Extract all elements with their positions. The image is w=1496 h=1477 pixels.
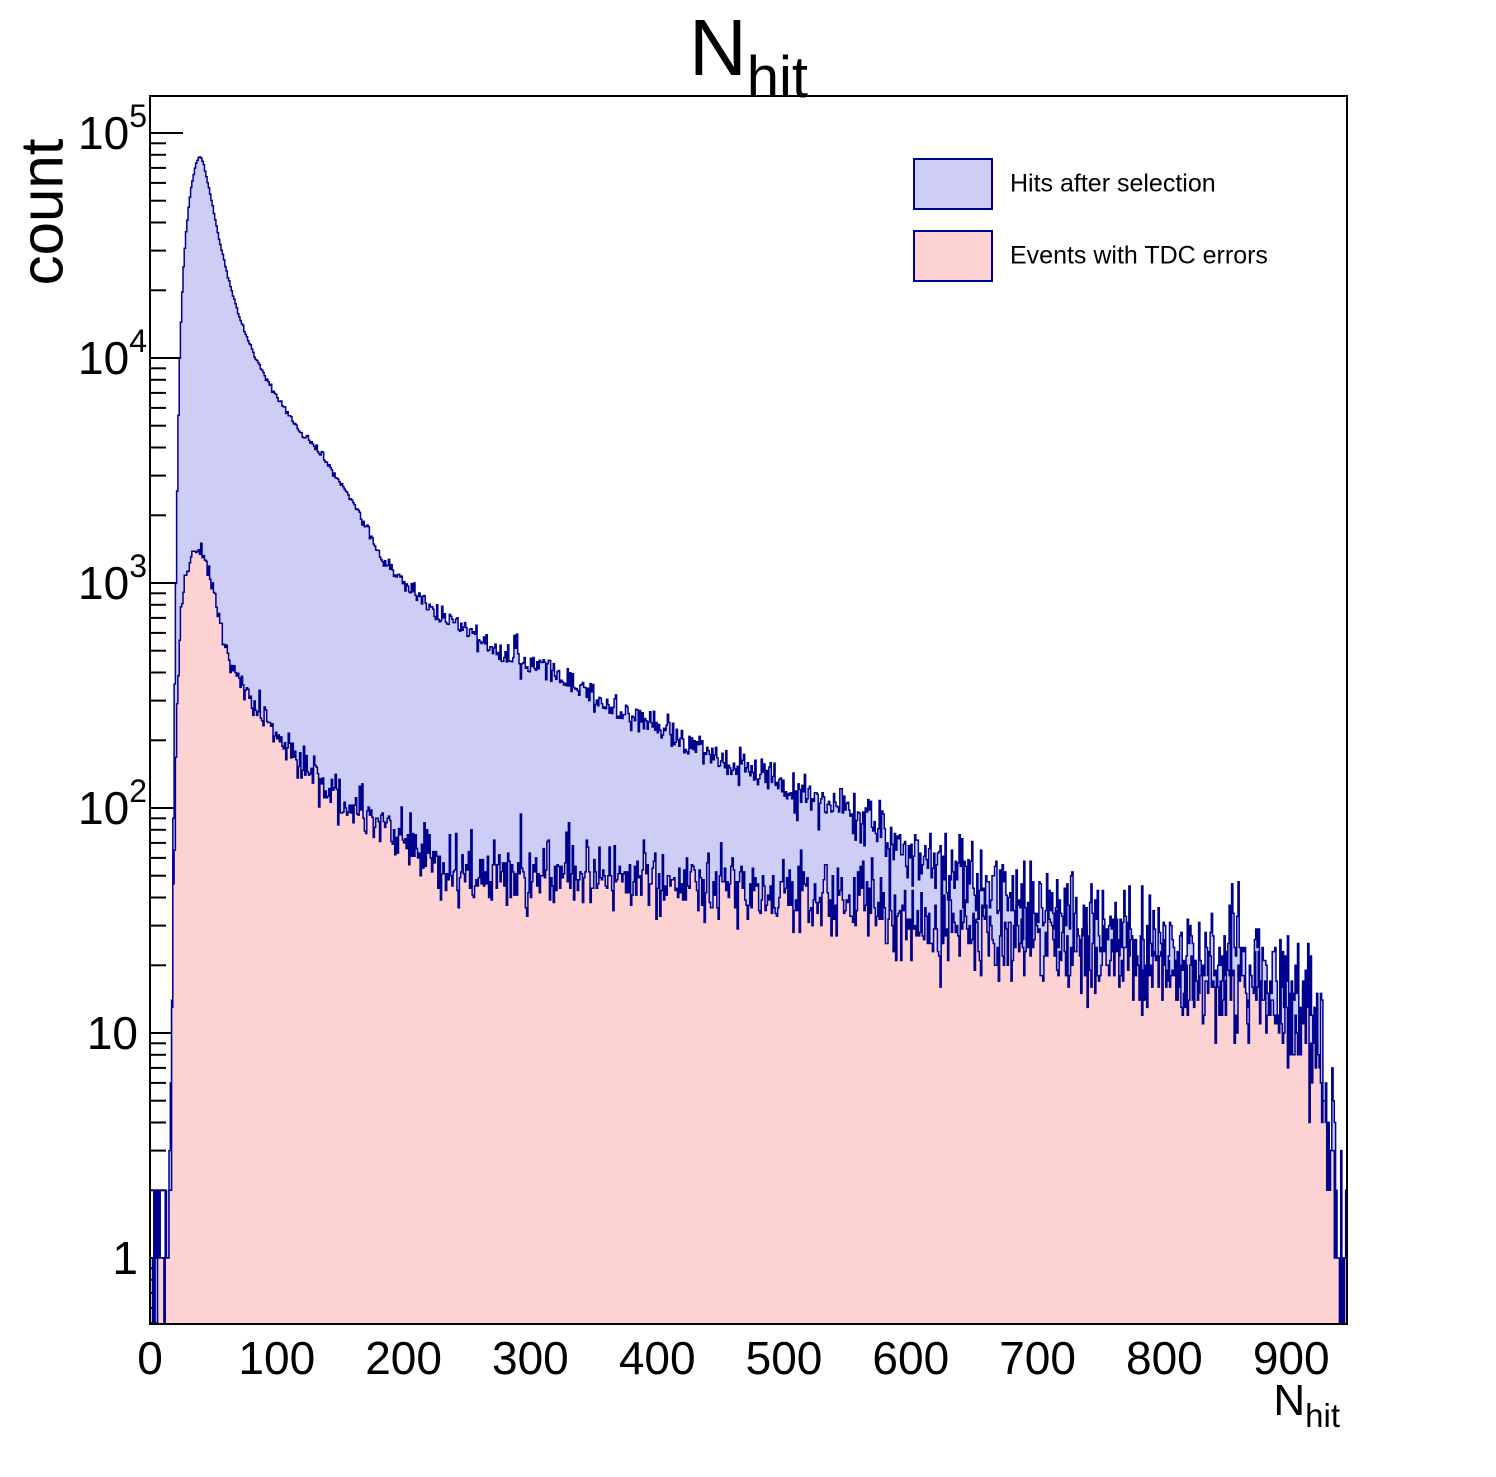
x-axis-title-main: N	[1273, 1376, 1306, 1425]
legend-label: Hits after selection	[1010, 169, 1216, 198]
x-tick-label: 300	[492, 1332, 569, 1384]
x-tick-label: 900	[1253, 1332, 1330, 1384]
plot-title-subscript: hit	[746, 45, 809, 110]
x-axis-title: Nhit	[1130, 1376, 1340, 1434]
y-tick-label: 104	[78, 323, 147, 384]
plot-title: Nhit	[150, 0, 1347, 110]
x-tick-label: 800	[1126, 1332, 1203, 1384]
plot-frame	[149, 95, 1348, 1325]
y-tick-label: 102	[78, 773, 147, 834]
x-tick-label: 0	[137, 1332, 163, 1384]
plot-title-main: N	[688, 3, 747, 92]
y-tick-label: 105	[78, 98, 147, 159]
y-tick-label: 103	[78, 548, 147, 609]
x-axis-title-subscript: hit	[1305, 1397, 1340, 1434]
legend-swatch-pink	[913, 230, 993, 282]
x-tick-label: 500	[746, 1332, 823, 1384]
x-tick-label: 100	[238, 1332, 315, 1384]
x-tick-label: 600	[872, 1332, 949, 1384]
y-tick-label: 1	[112, 1232, 138, 1284]
y-axis-title: count	[8, 138, 76, 286]
series-events-with-tdc-errors	[150, 542, 1348, 1324]
y-tick-label: 10	[87, 1007, 138, 1059]
x-tick-label: 700	[999, 1332, 1076, 1384]
x-tick-label: 200	[365, 1332, 442, 1384]
legend-swatch-blue	[913, 158, 993, 210]
x-tick-label: 400	[619, 1332, 696, 1384]
legend-label: Events with TDC errors	[1010, 241, 1268, 270]
